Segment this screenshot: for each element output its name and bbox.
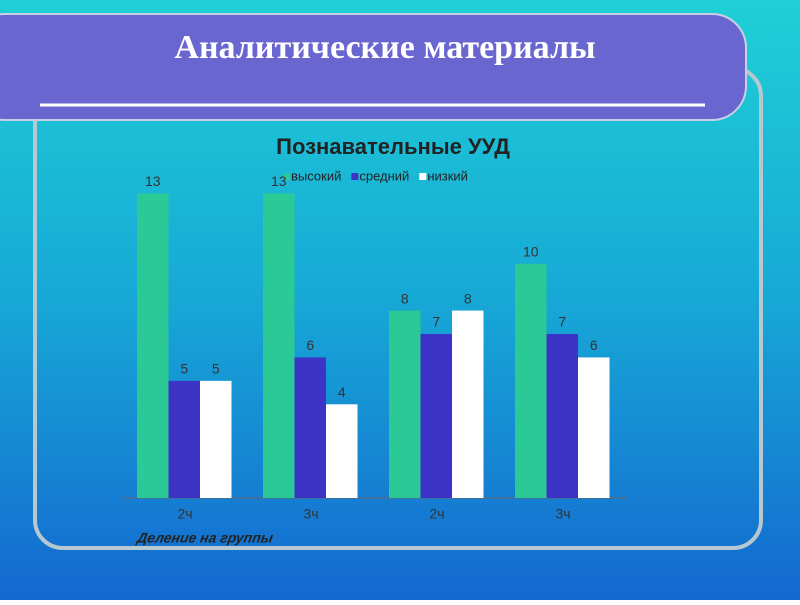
legend-label: низкий [427, 168, 468, 183]
value-label: 6 [590, 337, 598, 353]
legend-label: высокий [291, 168, 341, 183]
chart-title: Познавательные УУД [276, 134, 510, 159]
bar [168, 380, 200, 498]
x-tick-label: 3ч [303, 506, 318, 522]
bar [326, 404, 358, 498]
x-tick-label: 3ч [555, 506, 570, 522]
value-label: 8 [464, 290, 472, 306]
value-label: 13 [145, 173, 161, 189]
value-label: 4 [338, 384, 346, 400]
title-banner [0, 13, 747, 121]
bar [515, 263, 547, 498]
value-label: 5 [212, 361, 220, 377]
bar [263, 193, 295, 498]
value-label: 13 [271, 173, 287, 189]
bar [452, 310, 484, 498]
value-label: 5 [180, 361, 188, 377]
bar [200, 380, 232, 498]
bar [420, 334, 452, 498]
x-axis-title: Деление на группы [135, 530, 274, 546]
value-label: 7 [558, 314, 566, 330]
legend-label: средний [359, 168, 409, 183]
bar [389, 310, 421, 498]
legend-swatch [419, 173, 427, 180]
value-label: 6 [306, 337, 314, 353]
bar [294, 357, 326, 498]
bar [578, 357, 610, 498]
legend-swatch [351, 173, 359, 180]
legend-swatch [283, 173, 290, 180]
value-label: 10 [523, 243, 539, 259]
slide-title: Аналитические материалы [174, 29, 595, 66]
x-tick-label: 2ч [177, 506, 192, 522]
value-label: 8 [401, 290, 409, 306]
x-tick-label: 2ч [429, 506, 444, 522]
value-label: 7 [432, 314, 440, 330]
bar [137, 193, 169, 498]
bar [546, 334, 578, 498]
